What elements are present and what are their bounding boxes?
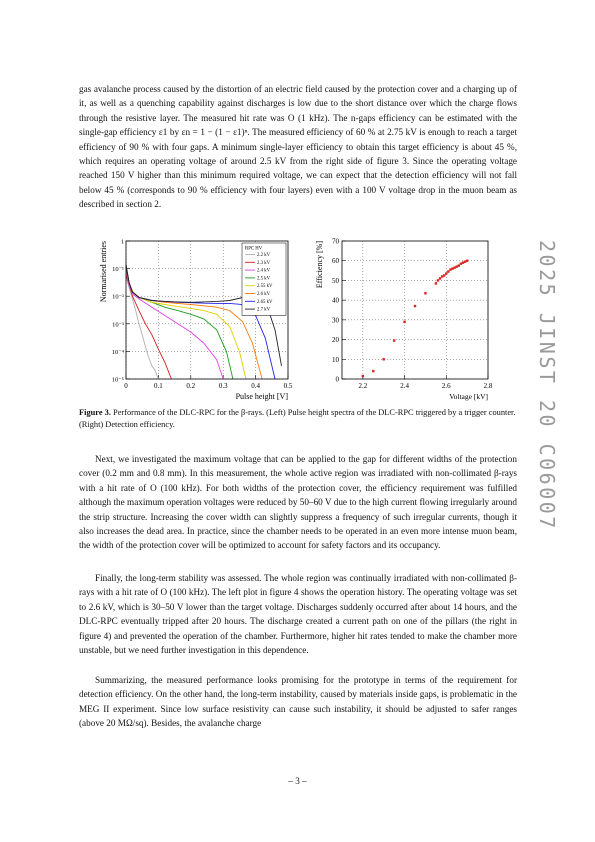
x-tick-label: 2.6 (442, 382, 451, 390)
y-tick-label: 0 (336, 376, 340, 384)
data-point (443, 274, 446, 277)
paragraph-max-voltage: Next, we investigated the maximum voltag… (79, 454, 517, 551)
data-point (457, 264, 460, 267)
data-point (451, 267, 454, 270)
data-point (424, 292, 427, 295)
x-axis-label: Pulse height [V] (236, 392, 289, 401)
series-line (125, 276, 159, 380)
x-tick-label: 2.4 (400, 382, 409, 390)
y-tick-label: 50 (332, 277, 340, 285)
series-line (125, 267, 247, 380)
x-tick-label: 0.1 (154, 382, 163, 390)
figure-caption: Figure 3. Performance of the DLC-RPC for… (79, 407, 517, 431)
y-tick-label: 10⁻³ (112, 321, 124, 328)
y-tick-label: 40 (332, 297, 340, 305)
x-tick-label: 0.4 (251, 382, 260, 390)
y-tick-label: 10⁻⁴ (112, 349, 125, 356)
data-point (436, 279, 440, 282)
paragraph-summary: Summarizing, the measured performance lo… (79, 675, 517, 729)
caption-label: Figure 3. (79, 408, 111, 417)
y-axis-label: Normarised entries (99, 241, 108, 302)
paragraph-stability: Finally, the long-term stability was ass… (79, 573, 517, 656)
y-tick-label: 10⁻⁵ (112, 377, 124, 384)
plot-frame (341, 240, 489, 380)
y-tick-label: 60 (332, 257, 340, 265)
y-tick-label: 70 (332, 238, 340, 246)
y-tick-label: 10 (332, 356, 340, 364)
paragraph-intro: gas avalanche process caused by the dist… (79, 84, 517, 210)
data-point (372, 369, 375, 373)
pulse-height-chart: 0 0.1 0.2 0.3 0.4 0.5 10⁻⁵ 10⁻⁴ 10⁻³ 10⁻² 10⁻¹ 1 RPC… (99, 239, 293, 402)
data-point (382, 358, 385, 361)
y-axis-label: Efficiency [%] (315, 241, 324, 288)
data-point (463, 260, 467, 263)
series-line (125, 271, 224, 380)
data-point (465, 259, 469, 262)
x-axis-label: Voltage [kV] (449, 392, 488, 401)
legend-title: RPC HV (245, 247, 263, 252)
legend-entry: 2.4 kV (257, 269, 271, 274)
y-tick-label: 20 (332, 336, 340, 344)
x-tick-label: 0.5 (284, 382, 293, 390)
data-point (447, 270, 450, 273)
y-tick-label: 10⁻² (112, 294, 124, 301)
caption-text: Performance of the DLC-RPC for the β-ray… (79, 408, 516, 429)
legend-box (241, 242, 287, 316)
journal-tag-text: 2025 JINST 20 C06007 (535, 240, 559, 531)
legend-entry: 2.3 kV (257, 261, 271, 266)
data-point (461, 261, 465, 264)
data-point (449, 268, 452, 271)
legend-entry: 2.6 kV (257, 292, 271, 297)
y-tick-label: 1 (121, 239, 124, 246)
y-tick-label: 10⁻¹ (112, 266, 124, 273)
data-point (403, 320, 406, 324)
efficiency-chart: 2.2 2.4 2.6 2.8 0 10 20 30 40 50 60 70 Voltage [kV] E… (315, 238, 493, 402)
data-point (455, 265, 458, 268)
x-tick-label: 0.2 (186, 382, 195, 390)
x-tick-label: 2.8 (484, 382, 493, 390)
plot-frame (125, 240, 289, 380)
y-tick-label: 30 (332, 316, 340, 324)
x-tick-label: 0 (124, 382, 128, 390)
data-point (453, 266, 456, 269)
data-point (361, 374, 365, 378)
data-point (459, 262, 463, 265)
legend-entry: 2.55 kV (257, 284, 273, 289)
data-point (434, 282, 438, 285)
series-line (125, 274, 172, 380)
data-point (438, 277, 442, 280)
x-tick-label: 2.2 (358, 382, 367, 390)
legend-entry: 2.2 kV (257, 253, 271, 258)
data-point (413, 304, 417, 308)
journal-tag: 2025 JINST 20 C06007 (535, 240, 574, 590)
legend-entry: 2.7 kV (257, 308, 271, 313)
legend-entry: 2.65 kV (257, 300, 273, 305)
page-number: – 3 – (288, 776, 307, 786)
data-point (440, 275, 444, 278)
x-tick-label: 0.3 (219, 382, 228, 390)
data-point (392, 339, 396, 342)
legend-entry: 2.5 kV (257, 276, 271, 281)
data-point (445, 272, 448, 275)
